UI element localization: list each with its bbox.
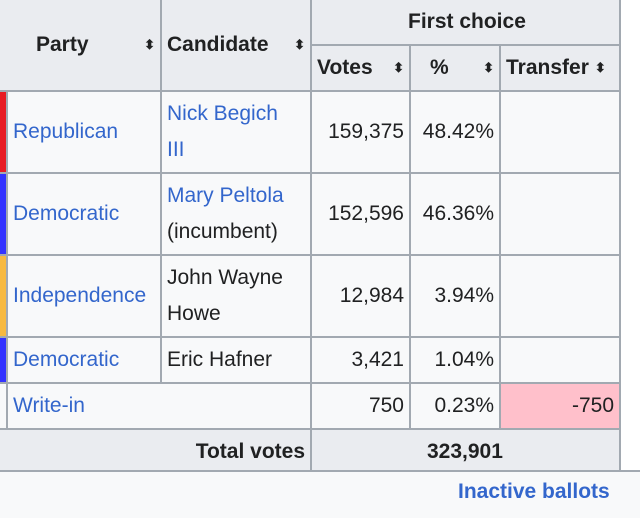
party-link[interactable]: Independence: [13, 284, 147, 307]
party-cell: Democratic: [6, 336, 162, 384]
candidate-name-line1: Nick Begich: [167, 102, 278, 125]
party-link[interactable]: Republican: [13, 120, 119, 143]
candidate-cell: John Wayne Howe: [160, 254, 312, 338]
percent-cell: 48.42%: [409, 90, 501, 174]
total-value: 323,901: [310, 428, 621, 476]
candidate-cell: Mary Peltola (incumbent): [160, 172, 312, 256]
transfer-cell: [499, 90, 621, 174]
percent-cell: 1.04%: [409, 336, 501, 384]
first-choice-label: First choice: [408, 10, 526, 33]
sort-icon[interactable]: ⬍: [594, 60, 606, 75]
sort-icon[interactable]: ⬍: [483, 60, 494, 75]
table-row: Write-in 750 0.23% -750: [0, 382, 621, 430]
party-column-header[interactable]: Party ⬍: [0, 0, 162, 92]
sort-icon[interactable]: ⬍: [393, 60, 404, 75]
votes-cell: 152,596: [310, 172, 411, 256]
candidate-header-label: Candidate: [167, 33, 269, 56]
votes-column-header[interactable]: Votes ⬍: [310, 44, 411, 92]
votes-cell: 12,984: [310, 254, 411, 338]
candidate-link[interactable]: Mary Peltola: [167, 184, 284, 207]
writein-link[interactable]: Write-in: [13, 394, 85, 417]
percent-header-label: %: [430, 56, 449, 79]
sort-icon[interactable]: ⬍: [294, 37, 305, 52]
transfer-cell: [499, 254, 621, 338]
writein-cell: Write-in: [6, 382, 312, 430]
party-color-swatch: [0, 90, 8, 174]
transfer-cell: -750: [499, 382, 621, 430]
percent-cell: 46.36%: [409, 172, 501, 256]
candidate-link[interactable]: Nick Begich III: [167, 102, 278, 161]
candidate-name-line1: John Wayne: [167, 266, 283, 289]
party-header-label: Party: [36, 33, 89, 56]
first-choice-header: First choice: [310, 0, 621, 46]
party-color-swatch: [0, 254, 8, 338]
transfer-cell: [499, 172, 621, 256]
votes-cell: 750: [310, 382, 411, 430]
total-row: Total votes 323,901: [0, 428, 621, 476]
party-link[interactable]: Democratic: [13, 202, 120, 225]
candidate-cell: Eric Hafner: [160, 336, 312, 384]
party-cell: Independence: [6, 254, 162, 338]
transfer-cell: [499, 336, 621, 384]
candidate-column-header[interactable]: Candidate ⬍: [160, 0, 312, 92]
votes-cell: 3,421: [310, 336, 411, 384]
table-row: Republican Nick Begich III 159,375 48.42%: [0, 90, 621, 174]
table-row: Independence John Wayne Howe 12,984 3.94%: [0, 254, 621, 338]
sort-icon[interactable]: ⬍: [144, 37, 155, 52]
percent-column-header[interactable]: % ⬍: [409, 44, 501, 92]
incumbent-note: (incumbent): [167, 220, 278, 243]
candidate-name-line2: Howe: [167, 302, 221, 325]
party-cell: Democratic: [6, 172, 162, 256]
votes-cell: 159,375: [310, 90, 411, 174]
inactive-ballots-link[interactable]: Inactive ballots: [458, 480, 610, 503]
table-row: Democratic Eric Hafner 3,421 1.04%: [0, 336, 621, 384]
total-label: Total votes: [0, 428, 312, 476]
percent-cell: 0.23%: [409, 382, 501, 430]
candidate-cell: Nick Begich III: [160, 90, 312, 174]
election-results-table: Party ⬍ Candidate ⬍ First choice Votes ⬍…: [0, 0, 621, 476]
table-row: Democratic Mary Peltola (incumbent) 152,5…: [0, 172, 621, 256]
percent-cell: 3.94%: [409, 254, 501, 338]
transfer-column-header[interactable]: Transfer ⬍: [499, 44, 621, 92]
inactive-ballots-row: [0, 470, 640, 518]
party-color-swatch: [0, 336, 8, 384]
transfer-header-label: Transfer: [506, 56, 589, 79]
votes-header-label: Votes: [317, 56, 373, 79]
candidate-name-line2: III: [167, 138, 185, 161]
party-color-swatch: [0, 382, 8, 430]
party-color-swatch: [0, 172, 8, 256]
party-link[interactable]: Democratic: [13, 348, 120, 371]
party-cell: Republican: [6, 90, 162, 174]
